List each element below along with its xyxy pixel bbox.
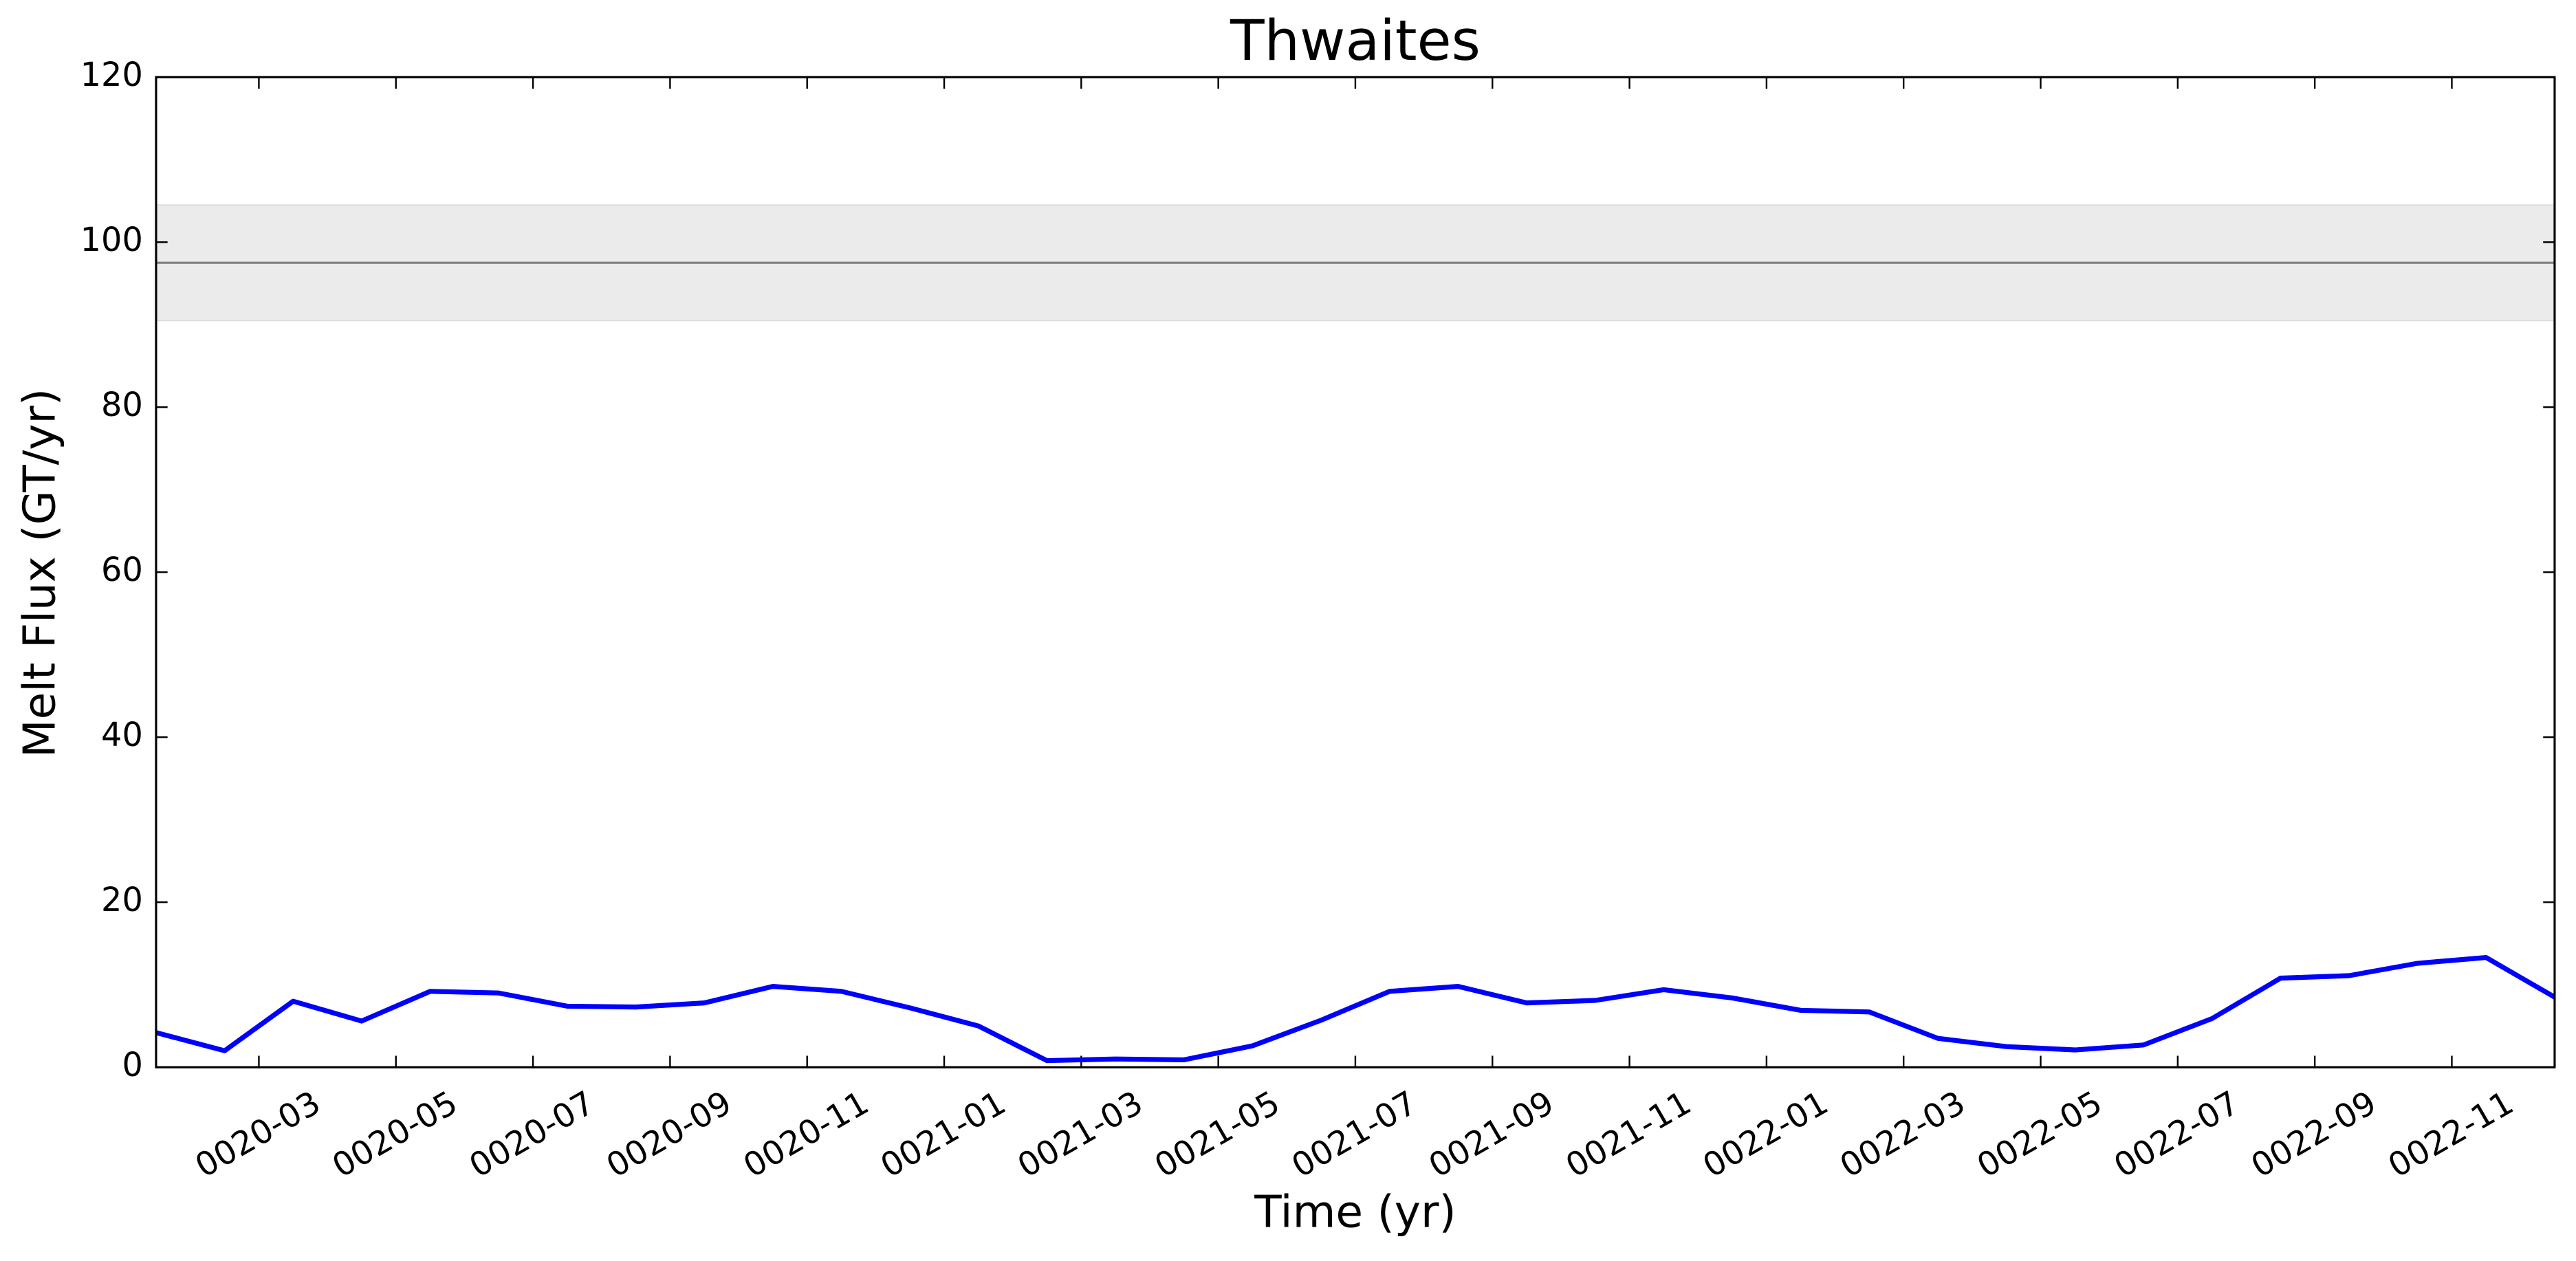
y-tick-label: 80 (101, 386, 143, 424)
x-tick-label: 0021-11 (1560, 1084, 1697, 1185)
y-tick-label: 40 (101, 716, 143, 754)
y-tick-label: 60 (101, 551, 143, 589)
x-tick-label: 0022-09 (2245, 1084, 2383, 1185)
x-tick-label: 0021-07 (1286, 1084, 1423, 1185)
x-tick-label: 0021-01 (875, 1084, 1012, 1185)
x-tick-label: 0020-09 (600, 1084, 738, 1185)
x-tick-label: 0020-07 (463, 1084, 601, 1185)
chart-title: Thwaites (1230, 9, 1481, 74)
x-tick-label: 0022-07 (2108, 1084, 2245, 1185)
x-tick-label: 0020-11 (737, 1084, 875, 1185)
x-tick-label: 0022-05 (1971, 1084, 2108, 1185)
x-tick-label: 0021-05 (1148, 1084, 1286, 1185)
x-tick-label: 0021-03 (1012, 1084, 1149, 1185)
x-tick-label: 0022-03 (1834, 1084, 1972, 1185)
x-tick-label: 0020-03 (189, 1084, 327, 1185)
y-tick-label: 20 (101, 881, 143, 919)
data-line (155, 955, 2556, 1064)
y-tick-label: 100 (80, 221, 143, 259)
x-tick-label: 0022-11 (2382, 1084, 2520, 1185)
x-tick-label: 0020-05 (326, 1084, 463, 1185)
y-tick-label: 0 (122, 1046, 142, 1084)
x-axis-label: Time (yr) (1254, 1187, 1456, 1238)
y-tick-label: 120 (80, 56, 143, 94)
x-tick-label: 0021-09 (1423, 1084, 1560, 1185)
plot-frame (155, 76, 2556, 1068)
y-axis-label: Melt Flux (GT/yr) (14, 388, 66, 758)
x-tick-label: 0022-01 (1696, 1084, 1834, 1185)
